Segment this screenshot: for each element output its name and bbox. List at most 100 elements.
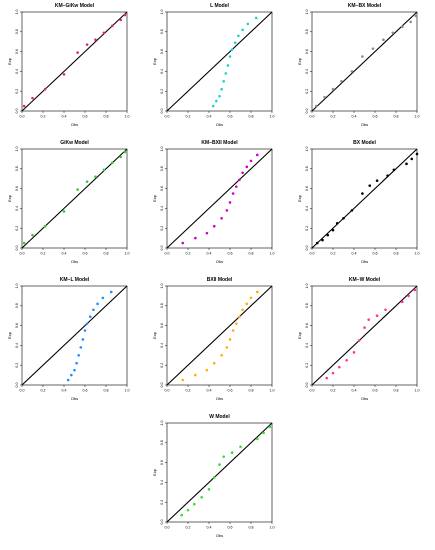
plot-frame xyxy=(166,11,273,112)
data-point xyxy=(238,315,241,318)
data-point xyxy=(254,16,258,20)
y-tick-label: 0.2 xyxy=(15,363,19,368)
x-tick-label: 0.6 xyxy=(83,252,88,256)
data-point xyxy=(212,361,216,365)
x-tick-label: 0.0 xyxy=(165,252,170,256)
data-point xyxy=(249,296,253,300)
chart-svg: KM−L Model 0.0 0.2 0.4 0.6 0.8 1.0 0.0 0.2 0.4 0.6… xyxy=(7,277,130,401)
x-tick-label: 0.8 xyxy=(104,115,109,119)
data-point xyxy=(331,228,335,232)
y-axis-label: Exp xyxy=(152,331,157,339)
y-tick-label: 0.6 xyxy=(305,323,309,328)
chart-panel: KM−BXII Model 0.0 0.2 0.4 0.6 0.8 1.0 0.0 0.2 0.4… xyxy=(145,137,290,275)
y-tick-label: 0.8 xyxy=(15,29,19,34)
chart-title: KM−BX Model xyxy=(348,3,382,9)
reference-line xyxy=(311,148,418,249)
data-point xyxy=(245,165,249,169)
chart-title: KM−L Model xyxy=(60,277,90,283)
data-point xyxy=(391,31,395,35)
y-tick-label: 0.0 xyxy=(15,109,19,114)
chart-svg: KM−BXII Model 0.0 0.2 0.4 0.6 0.8 1.0 0.0 0.2 0.4… xyxy=(152,140,275,264)
y-tick-label: 0.2 xyxy=(160,500,164,505)
x-tick-label: 0.4 xyxy=(62,252,67,256)
data-point xyxy=(85,43,89,46)
x-tick-label: 0.4 xyxy=(62,115,67,119)
data-point xyxy=(382,38,385,42)
data-point xyxy=(231,192,235,195)
data-point xyxy=(231,329,235,332)
data-point xyxy=(123,150,127,154)
x-tick-label: 1.0 xyxy=(125,389,130,393)
chart-panel: W Model 0.0 0.2 0.4 0.6 0.8 1.0 0.0 0.2 0.4 0.6 0.8… xyxy=(145,411,290,549)
chart-panel: KM−GiKw Model 0.0 0.2 0.4 0.6 0.8 1.0 0.0 0.2 0.4… xyxy=(0,0,145,138)
y-tick-label: 1.0 xyxy=(160,10,164,15)
data-point xyxy=(225,346,229,349)
data-point xyxy=(77,354,80,357)
data-point xyxy=(256,153,259,157)
data-point xyxy=(218,463,221,466)
plot-frame xyxy=(21,148,128,249)
y-tick-label: 0.4 xyxy=(305,206,309,211)
data-point xyxy=(235,322,238,325)
reference-line xyxy=(21,148,128,249)
data-point xyxy=(331,87,335,91)
y-tick-label: 1.0 xyxy=(160,147,164,152)
data-point xyxy=(407,294,410,298)
data-point xyxy=(239,445,242,449)
x-tick-label: 0.2 xyxy=(331,115,336,119)
x-tick-label: 1.0 xyxy=(270,389,275,393)
x-tick-label: 0.8 xyxy=(249,526,254,530)
data-point xyxy=(352,351,356,354)
data-point xyxy=(262,431,265,435)
x-tick-label: 0.6 xyxy=(83,389,88,393)
data-point xyxy=(180,513,183,517)
data-point xyxy=(102,31,106,35)
y-tick-label: 0.6 xyxy=(305,49,309,54)
chart-panel: BXII Model 0.0 0.2 0.4 0.6 0.8 1.0 0.0 0.2 0.4 0.6… xyxy=(145,274,290,412)
x-tick-label: 0.8 xyxy=(249,252,254,256)
x-tick-label: 0.8 xyxy=(394,252,399,256)
y-tick-label: 0.4 xyxy=(160,69,164,74)
data-point xyxy=(111,24,114,28)
data-point xyxy=(237,34,240,38)
x-tick-label: 1.0 xyxy=(270,252,275,256)
data-point xyxy=(268,425,272,429)
x-tick-label: 0.2 xyxy=(331,389,336,393)
data-point xyxy=(246,22,250,26)
data-point xyxy=(224,72,228,75)
y-tick-label: 0.4 xyxy=(160,206,164,211)
x-tick-label: 1.0 xyxy=(415,389,420,393)
data-point xyxy=(62,73,66,76)
data-point xyxy=(384,308,387,312)
chart-panel: GiKw Model 0.0 0.2 0.4 0.6 0.8 1.0 0.0 0.2 0.4 0.6… xyxy=(0,137,145,275)
y-tick-label: 0.6 xyxy=(305,186,309,191)
data-point xyxy=(361,192,364,195)
data-point xyxy=(228,201,232,204)
data-point xyxy=(235,185,238,188)
y-tick-label: 0.0 xyxy=(160,246,164,251)
x-tick-label: 0.2 xyxy=(186,115,191,119)
y-axis-label: Exp xyxy=(7,194,12,202)
data-point xyxy=(193,502,196,506)
chart-title: GiKw Model xyxy=(60,140,89,146)
y-axis-label: Exp xyxy=(297,331,302,339)
data-point xyxy=(256,290,259,294)
data-point xyxy=(361,55,364,58)
y-tick-label: 0.8 xyxy=(160,440,164,445)
y-tick-label: 0.6 xyxy=(160,49,164,54)
data-point xyxy=(186,508,190,512)
data-point xyxy=(350,209,354,212)
data-point xyxy=(211,104,215,108)
data-point xyxy=(367,318,370,321)
data-point xyxy=(181,378,185,382)
chart-panel: L Model 0.0 0.2 0.4 0.6 0.8 1.0 0.0 0.2 0.4 0.6 0.8… xyxy=(145,0,290,138)
chart-title: L Model xyxy=(210,3,229,9)
x-tick-label: 0.2 xyxy=(41,115,46,119)
chart-svg: KM−W Model 0.0 0.2 0.4 0.6 0.8 1.0 0.0 0.2 0.4 0.6… xyxy=(297,277,420,401)
x-tick-label: 0.2 xyxy=(186,252,191,256)
y-tick-label: 0.8 xyxy=(160,166,164,171)
reference-line xyxy=(166,148,273,249)
y-tick-label: 0.8 xyxy=(305,166,309,171)
x-tick-label: 0.6 xyxy=(373,389,378,393)
y-tick-label: 0.2 xyxy=(305,363,309,368)
